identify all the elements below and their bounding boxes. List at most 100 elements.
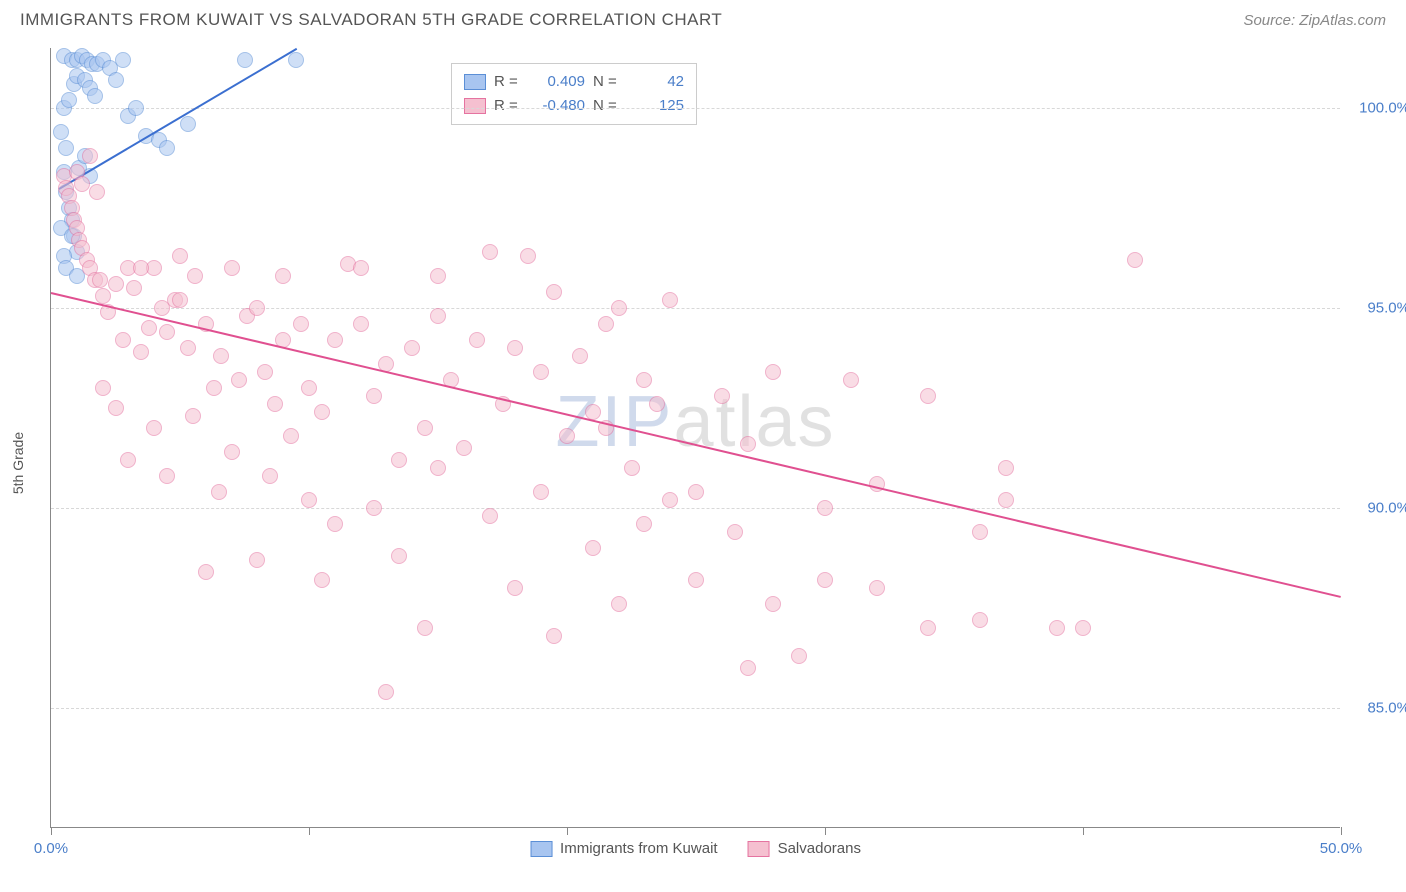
- data-point: [327, 516, 343, 532]
- data-point: [378, 684, 394, 700]
- data-point: [482, 244, 498, 260]
- data-point: [353, 316, 369, 332]
- data-point: [314, 404, 330, 420]
- swatch-kuwait-bottom: [530, 841, 552, 857]
- data-point: [87, 88, 103, 104]
- data-point: [224, 444, 240, 460]
- data-point: [611, 596, 627, 612]
- xtick: [1083, 827, 1084, 835]
- data-point: [108, 72, 124, 88]
- data-point: [430, 268, 446, 284]
- swatch-salvadoran-bottom: [748, 841, 770, 857]
- ytick-label: 95.0%: [1350, 300, 1406, 317]
- series-legend: Immigrants from Kuwait Salvadorans: [530, 840, 861, 857]
- data-point: [649, 396, 665, 412]
- correlation-legend: R = 0.409 N = 42 R = -0.480 N = 125: [451, 63, 697, 125]
- data-point: [585, 540, 601, 556]
- y-axis-label: 5th Grade: [10, 432, 26, 494]
- data-point: [283, 428, 299, 444]
- data-point: [972, 612, 988, 628]
- data-point: [998, 460, 1014, 476]
- data-point: [430, 460, 446, 476]
- data-point: [636, 516, 652, 532]
- data-point: [456, 440, 472, 456]
- data-point: [417, 420, 433, 436]
- data-point: [146, 420, 162, 436]
- data-point: [765, 596, 781, 612]
- data-point: [572, 348, 588, 364]
- data-point: [133, 260, 149, 276]
- swatch-salvadoran: [464, 98, 486, 114]
- data-point: [95, 380, 111, 396]
- data-point: [115, 52, 131, 68]
- data-point: [1127, 252, 1143, 268]
- data-point: [636, 372, 652, 388]
- data-point: [120, 452, 136, 468]
- data-point: [249, 552, 265, 568]
- data-point: [293, 316, 309, 332]
- data-point: [327, 332, 343, 348]
- data-point: [546, 284, 562, 300]
- legend-item-kuwait: Immigrants from Kuwait: [530, 840, 718, 857]
- data-point: [206, 380, 222, 396]
- data-point: [533, 484, 549, 500]
- data-point: [198, 564, 214, 580]
- data-point: [817, 572, 833, 588]
- xtick-label: 0.0%: [34, 840, 68, 857]
- data-point: [74, 176, 90, 192]
- data-point: [89, 184, 105, 200]
- data-point: [817, 500, 833, 516]
- data-point: [559, 428, 575, 444]
- chart-header: IMMIGRANTS FROM KUWAIT VS SALVADORAN 5TH…: [0, 0, 1406, 38]
- data-point: [662, 292, 678, 308]
- data-point: [598, 316, 614, 332]
- data-point: [257, 364, 273, 380]
- data-point: [998, 492, 1014, 508]
- data-point: [533, 364, 549, 380]
- gridline: [51, 508, 1340, 509]
- data-point: [267, 396, 283, 412]
- data-point: [1075, 620, 1091, 636]
- data-point: [1049, 620, 1065, 636]
- data-point: [92, 272, 108, 288]
- data-point: [920, 620, 936, 636]
- gridline: [51, 708, 1340, 709]
- chart-title: IMMIGRANTS FROM KUWAIT VS SALVADORAN 5TH…: [20, 10, 722, 30]
- data-point: [211, 484, 227, 500]
- data-point: [180, 116, 196, 132]
- data-point: [159, 140, 175, 156]
- data-point: [391, 452, 407, 468]
- chart-source: Source: ZipAtlas.com: [1243, 12, 1386, 29]
- data-point: [714, 388, 730, 404]
- legend-row-salvadoran: R = -0.480 N = 125: [464, 94, 684, 118]
- data-point: [611, 300, 627, 316]
- chart-container: 5th Grade ZIPatlas R = 0.409 N = 42 R = …: [0, 38, 1406, 888]
- data-point: [314, 572, 330, 588]
- swatch-kuwait: [464, 74, 486, 90]
- xtick: [51, 827, 52, 835]
- xtick: [825, 827, 826, 835]
- data-point: [61, 92, 77, 108]
- data-point: [391, 548, 407, 564]
- data-point: [688, 572, 704, 588]
- data-point: [213, 348, 229, 364]
- plot-area: ZIPatlas R = 0.409 N = 42 R = -0.480 N =…: [50, 48, 1340, 828]
- data-point: [688, 484, 704, 500]
- xtick: [567, 827, 568, 835]
- data-point: [507, 580, 523, 596]
- data-point: [53, 124, 69, 140]
- data-point: [740, 660, 756, 676]
- legend-row-kuwait: R = 0.409 N = 42: [464, 70, 684, 94]
- data-point: [237, 52, 253, 68]
- data-point: [172, 292, 188, 308]
- data-point: [172, 248, 188, 264]
- data-point: [108, 400, 124, 416]
- data-point: [159, 468, 175, 484]
- data-point: [353, 260, 369, 276]
- data-point: [843, 372, 859, 388]
- data-point: [482, 508, 498, 524]
- xtick-label: 50.0%: [1320, 840, 1363, 857]
- ytick-label: 90.0%: [1350, 500, 1406, 517]
- data-point: [115, 332, 131, 348]
- data-point: [417, 620, 433, 636]
